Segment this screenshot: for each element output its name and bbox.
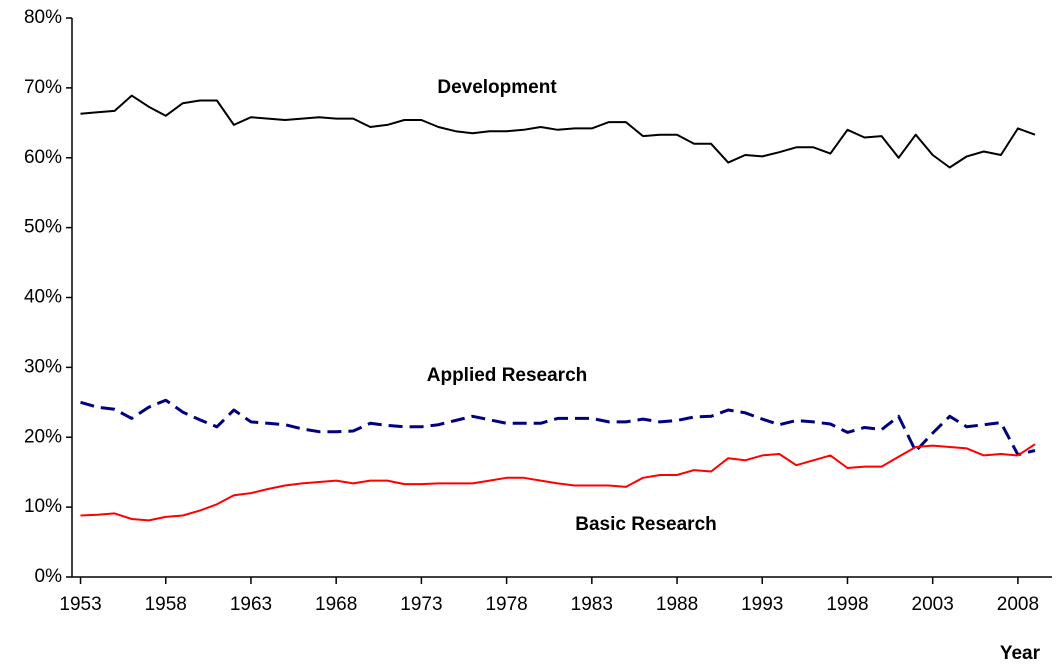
y-tick-label: 50%: [24, 217, 62, 238]
x-tick-label: 1953: [59, 594, 101, 615]
x-tick-label: 1958: [145, 594, 187, 615]
y-tick-label: 20%: [24, 426, 62, 447]
x-tick-label: 1998: [826, 594, 868, 615]
x-tick-label: 1973: [400, 594, 442, 615]
series-line: [80, 443, 1036, 522]
x-tick-label: 2003: [912, 594, 954, 615]
y-tick-label: 10%: [24, 496, 62, 517]
x-tick-label: 2008: [997, 594, 1039, 615]
x-tick-label: 1988: [656, 594, 698, 615]
y-tick-label: 80%: [24, 7, 62, 28]
y-tick-label: 60%: [24, 147, 62, 168]
series-label: Development: [437, 77, 557, 98]
series-label: Basic Research: [575, 514, 717, 535]
y-tick-label: 40%: [24, 287, 62, 308]
series-label: Applied Research: [427, 365, 588, 386]
x-tick-label: 1968: [315, 594, 357, 615]
y-tick-label: 70%: [24, 77, 62, 98]
y-tick-label: 0%: [35, 566, 63, 587]
series-line: [80, 94, 1036, 169]
series-line: [80, 398, 1036, 457]
x-axis-label: Year: [1000, 643, 1041, 664]
x-tick-label: 1978: [485, 594, 527, 615]
y-tick-label: 30%: [24, 356, 62, 377]
x-tick-label: 1983: [571, 594, 613, 615]
x-tick-label: 1963: [230, 594, 272, 615]
x-tick-label: 1993: [741, 594, 783, 615]
